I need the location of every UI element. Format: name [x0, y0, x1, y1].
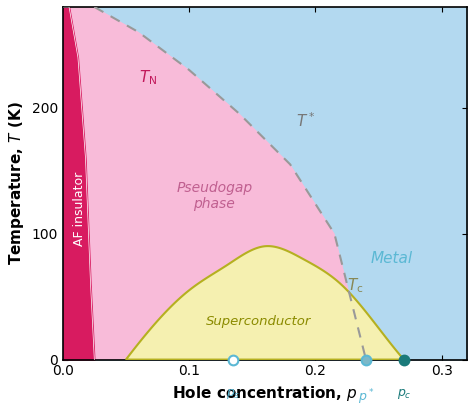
Text: AF insulator: AF insulator	[73, 171, 86, 246]
Polygon shape	[63, 7, 366, 360]
Text: Superconductor: Superconductor	[206, 315, 311, 328]
Text: $T_\mathrm{N}$: $T_\mathrm{N}$	[138, 69, 157, 87]
Polygon shape	[126, 246, 404, 360]
Text: $T^*$: $T^*$	[296, 111, 316, 129]
Text: Metal: Metal	[370, 252, 412, 266]
Text: $p_c$: $p_c$	[397, 387, 411, 401]
Text: $T_\mathrm{c}$: $T_\mathrm{c}$	[347, 276, 364, 295]
X-axis label: Hole concentration, $p$: Hole concentration, $p$	[172, 384, 358, 403]
Text: Pseudogap
phase: Pseudogap phase	[176, 181, 253, 211]
Text: $p_s$: $p_s$	[226, 387, 240, 401]
Text: $p^*$: $p^*$	[358, 387, 374, 407]
Y-axis label: Temperature, $T$ (K): Temperature, $T$ (K)	[7, 102, 26, 265]
Polygon shape	[63, 7, 366, 360]
